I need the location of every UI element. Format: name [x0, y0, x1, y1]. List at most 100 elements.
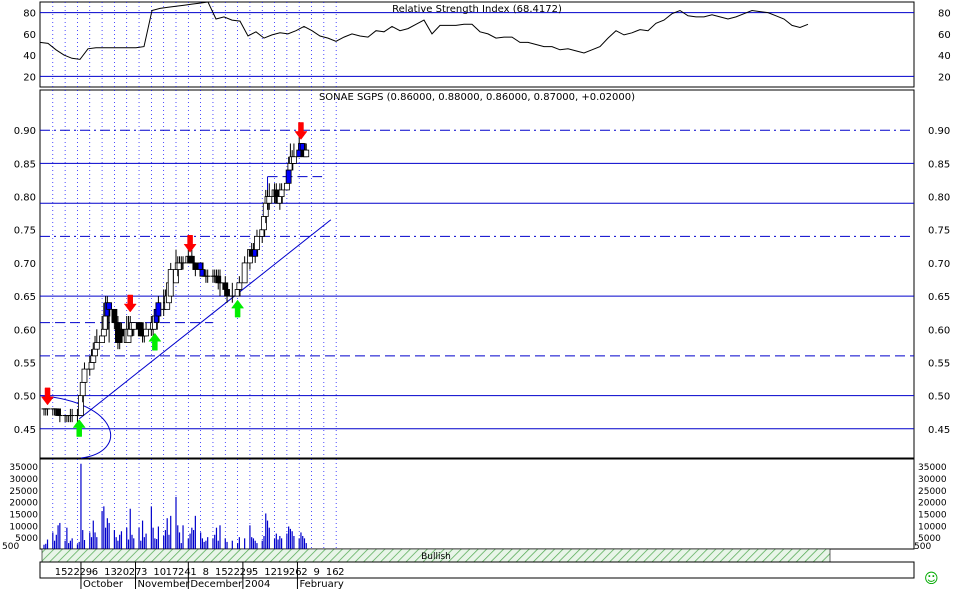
date-day-label: 24 — [178, 567, 191, 578]
date-month-label: November — [138, 579, 191, 589]
date-day-label: 15 — [55, 567, 68, 578]
candlestick — [143, 322, 149, 337]
candlestick — [205, 269, 211, 283]
candlestick — [57, 415, 63, 423]
candle-body — [285, 169, 292, 184]
date-day-labels: 1522296132027310172418152229512192629162 — [55, 567, 345, 578]
price-tick-label: 0.85 — [14, 159, 36, 170]
price-tick-label: 0.70 — [928, 259, 950, 270]
date-day-label: 2 — [301, 567, 307, 578]
sell-signal-arrow — [41, 387, 55, 406]
price-tick-label: 0.55 — [928, 358, 950, 369]
candlestick — [55, 408, 61, 416]
price-tick-label: 0.65 — [928, 292, 950, 303]
volume-tick-label: 15000 — [918, 510, 947, 520]
rsi-line — [39, 1, 809, 60]
candlestick — [106, 302, 113, 343]
date-day-label: 22 — [67, 567, 80, 578]
candlestick — [303, 143, 310, 158]
cycle-arc — [39, 395, 111, 459]
date-day-label: 10 — [153, 567, 166, 578]
rsi-title: Relative Strength Index (68.4172) — [392, 4, 562, 15]
volume-vgrid — [52, 459, 337, 549]
date-month-labels: October November December 2004 February — [80, 562, 344, 589]
date-day-label: 12 — [264, 567, 277, 578]
price-tick-label: 0.45 — [928, 425, 950, 436]
price-tick-label: 0.65 — [14, 292, 36, 303]
volume-tick-label: 30000 — [918, 475, 947, 485]
volume-tick-label: 25000 — [9, 487, 38, 497]
date-day-label: 26 — [289, 567, 302, 578]
price-tick-label: 0.60 — [928, 325, 950, 336]
price-axis-left: 0.45 0.50 0.55 0.60 0.65 0.70 0.75 0.80 0.85 0.90 — [14, 126, 36, 436]
bullish-label: Bullish — [421, 552, 451, 562]
date-day-label: 3 — [141, 567, 147, 578]
price-panel: SONAE SGPS (0.86000, 0.88000, 0.86000, 0… — [14, 89, 950, 459]
candlestick — [180, 256, 186, 270]
candle-body — [99, 335, 105, 343]
rsi-tick-label: 80 — [23, 9, 36, 20]
date-day-label: 1 — [190, 567, 196, 578]
volume-tick-label: 5000 — [15, 534, 38, 544]
rsi-tick-label: 40 — [23, 51, 36, 62]
candlestick — [155, 296, 162, 323]
candle-body — [167, 269, 174, 297]
candle-body — [92, 348, 98, 357]
sell-signal-arrow — [183, 235, 197, 253]
volume-bottom-label-right: 500 — [914, 542, 931, 552]
candle-body — [241, 262, 248, 284]
date-day-label: 20 — [116, 567, 129, 578]
price-tick-label: 0.75 — [928, 226, 950, 237]
candle-body — [155, 302, 162, 317]
volume-tick-label: 35000 — [918, 463, 947, 473]
candlestick — [278, 183, 285, 204]
price-tick-label: 0.45 — [14, 425, 36, 436]
date-day-label: 13 — [104, 567, 117, 578]
bullish-band: Bullish — [41, 548, 831, 563]
price-tick-label: 0.80 — [928, 193, 950, 204]
candlestick — [236, 276, 243, 297]
sell-signal-arrow — [294, 122, 308, 140]
date-month-label: February — [299, 579, 343, 589]
price-tick-label: 0.85 — [928, 159, 950, 170]
price-tick-label: 0.50 — [14, 392, 36, 403]
date-day-label: 9 — [314, 567, 320, 578]
date-day-label: 8 — [203, 567, 209, 578]
volume-tick-label: 10000 — [9, 522, 38, 532]
date-day-label: 19 — [277, 567, 290, 578]
candlestick — [69, 408, 75, 423]
price-tick-label: 0.90 — [928, 126, 950, 137]
candle-body — [278, 189, 285, 197]
candlestick — [229, 282, 235, 303]
candlestick — [254, 229, 260, 257]
date-axis-frame — [39, 561, 915, 579]
candlestick — [217, 269, 223, 297]
date-month-label: 2004 — [245, 579, 270, 589]
candlestick — [266, 183, 273, 210]
date-month-label: October — [83, 579, 124, 589]
price-frame — [39, 89, 915, 459]
candle-body — [291, 156, 297, 164]
candlestick — [224, 282, 230, 303]
candlestick — [241, 256, 248, 284]
volume-bottom-label-left: 500 — [2, 542, 19, 552]
date-axis: 1522296132027310172418152229512192629162… — [39, 561, 915, 589]
candlestick — [93, 329, 100, 350]
candle-body — [55, 408, 61, 416]
sell-signal-arrow — [123, 294, 137, 313]
candle-body — [106, 302, 113, 310]
volume-bars — [43, 463, 307, 549]
candle-body — [88, 362, 95, 370]
rsi-axis-left: 20 40 60 80 — [23, 9, 36, 84]
smiley-icon: ☺ — [924, 571, 939, 587]
volume-tick-label: 20000 — [918, 499, 947, 509]
buy-signal-arrow — [231, 299, 245, 318]
price-tick-label: 0.50 — [928, 392, 950, 403]
rsi-tick-label: 40 — [938, 51, 951, 62]
date-day-label: 2 — [338, 567, 344, 578]
buy-signal-arrow — [148, 332, 162, 351]
volume-tick-label: 35000 — [9, 463, 38, 473]
